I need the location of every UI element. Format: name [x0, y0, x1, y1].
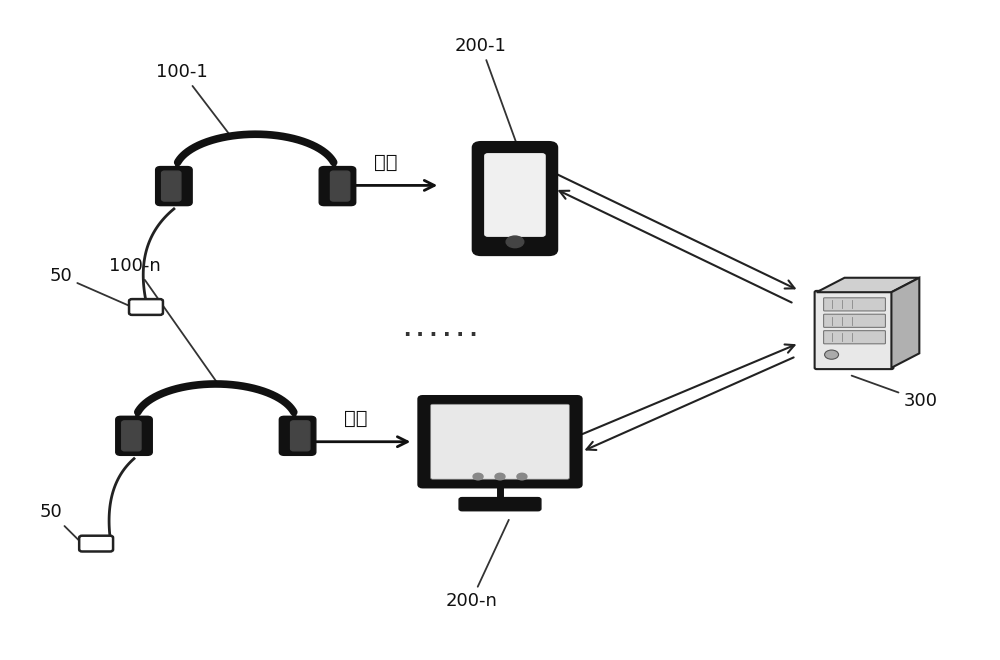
FancyBboxPatch shape [79, 536, 113, 552]
Circle shape [495, 473, 505, 480]
Text: 50: 50 [39, 504, 80, 542]
FancyBboxPatch shape [815, 291, 893, 369]
FancyBboxPatch shape [116, 416, 152, 455]
FancyBboxPatch shape [824, 331, 885, 344]
FancyBboxPatch shape [431, 405, 569, 479]
Polygon shape [817, 278, 919, 292]
FancyBboxPatch shape [824, 314, 885, 327]
Text: 100-n: 100-n [109, 257, 219, 385]
FancyBboxPatch shape [122, 421, 141, 451]
FancyBboxPatch shape [129, 299, 163, 315]
Circle shape [473, 473, 483, 480]
FancyBboxPatch shape [485, 154, 545, 236]
FancyBboxPatch shape [319, 166, 356, 206]
FancyBboxPatch shape [824, 298, 885, 311]
Text: 200-n: 200-n [445, 520, 509, 610]
Text: 蓝牙: 蓝牙 [374, 153, 397, 172]
FancyBboxPatch shape [473, 143, 557, 255]
Text: 300: 300 [852, 376, 938, 410]
Text: 200-1: 200-1 [455, 37, 516, 142]
Polygon shape [891, 278, 919, 368]
Circle shape [825, 350, 839, 359]
FancyBboxPatch shape [162, 171, 181, 201]
FancyBboxPatch shape [279, 416, 316, 455]
FancyBboxPatch shape [419, 397, 581, 487]
Text: 50: 50 [49, 267, 129, 306]
Text: 蓝牙: 蓝牙 [344, 409, 367, 428]
FancyBboxPatch shape [156, 166, 192, 206]
Circle shape [517, 473, 527, 480]
FancyBboxPatch shape [330, 171, 350, 201]
FancyBboxPatch shape [459, 498, 541, 511]
Text: ......: ...... [400, 320, 480, 340]
FancyBboxPatch shape [291, 421, 310, 451]
Circle shape [506, 236, 524, 248]
Text: 100-1: 100-1 [156, 63, 229, 134]
